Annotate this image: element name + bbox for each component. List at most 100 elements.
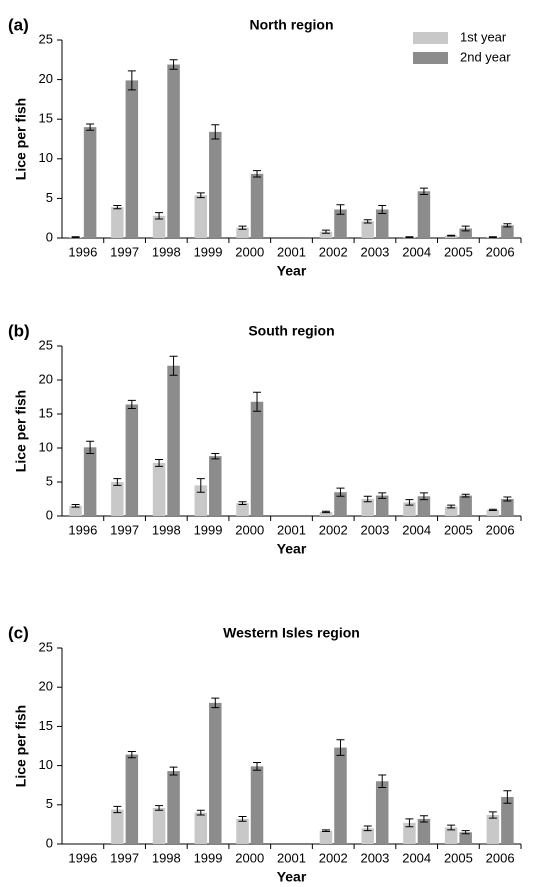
bar <box>319 231 333 238</box>
y-tick-label: 5 <box>46 796 53 811</box>
error-bar <box>169 355 178 376</box>
error-bar <box>336 487 345 497</box>
bar <box>375 209 389 238</box>
bar <box>236 503 249 516</box>
y-tick-label: 0 <box>46 507 53 522</box>
x-tick-label: 1999 <box>194 244 223 259</box>
bar <box>194 195 208 238</box>
error-bar <box>86 123 95 131</box>
y-axis-label: Lice per fish <box>13 390 29 472</box>
bar <box>319 830 333 844</box>
bar <box>444 506 458 516</box>
x-tick-label: 2003 <box>360 244 389 259</box>
error-bar <box>447 824 456 831</box>
error-bar <box>196 192 205 199</box>
x-tick-label: 2000 <box>235 522 264 537</box>
y-tick-label: 25 <box>39 639 53 654</box>
x-tick-label: 2004 <box>402 522 431 537</box>
x-tick-label: 1997 <box>110 244 139 259</box>
error-bar <box>127 70 136 91</box>
bar <box>83 447 97 516</box>
x-axis-label: Year <box>277 869 307 885</box>
error-bar <box>488 236 497 239</box>
x-tick-label: 2004 <box>402 244 431 259</box>
error-bar <box>503 496 512 502</box>
error-bar <box>155 805 164 811</box>
error-bar <box>196 809 205 816</box>
bar <box>501 499 514 516</box>
x-tick-label: 2006 <box>486 850 515 865</box>
bar <box>361 499 374 516</box>
error-bar <box>447 234 456 237</box>
y-tick-label: 5 <box>46 473 53 488</box>
bar <box>167 771 180 844</box>
error-bar <box>113 805 122 814</box>
x-tick-label: 2000 <box>235 244 264 259</box>
error-bar <box>211 697 220 709</box>
y-tick-label: 15 <box>39 111 53 126</box>
bar <box>125 754 139 844</box>
x-tick-label: 1996 <box>68 522 97 537</box>
y-tick-label: 10 <box>39 757 53 772</box>
x-tick-label: 2005 <box>444 522 473 537</box>
x-tick-label: 2002 <box>319 244 348 259</box>
bar <box>361 828 374 844</box>
error-bar <box>155 459 164 467</box>
error-bar <box>321 829 330 832</box>
x-tick-label: 2002 <box>319 850 348 865</box>
x-tick-label: 2001 <box>277 850 306 865</box>
bar <box>486 814 500 844</box>
chart-title: North region <box>250 17 334 33</box>
y-tick-label: 15 <box>39 718 53 733</box>
chart-title: Western Isles region <box>223 625 360 641</box>
y-tick-label: 15 <box>39 405 53 420</box>
y-tick-label: 10 <box>39 439 53 454</box>
error-bar <box>461 493 470 498</box>
x-tick-label: 1998 <box>152 522 181 537</box>
bar <box>417 496 431 516</box>
bar <box>111 809 124 844</box>
error-bar <box>253 391 262 412</box>
panel-label: (b) <box>8 321 30 340</box>
bar <box>444 827 458 844</box>
bar <box>83 127 97 238</box>
bar <box>375 495 389 516</box>
bar <box>167 365 180 516</box>
x-tick-label: 2004 <box>402 850 431 865</box>
x-tick-label: 2005 <box>444 244 473 259</box>
bar <box>209 131 222 238</box>
error-bar <box>155 212 164 220</box>
x-tick-label: 1998 <box>152 850 181 865</box>
legend-label: 1st year <box>460 29 507 44</box>
error-bar <box>363 219 372 224</box>
y-tick-label: 20 <box>39 679 53 694</box>
bar <box>250 766 264 844</box>
bar <box>111 207 124 238</box>
error-bar <box>503 223 512 228</box>
error-bar <box>447 504 456 509</box>
x-axis-label: Year <box>277 263 307 279</box>
error-bar <box>86 440 95 454</box>
bar <box>459 832 472 844</box>
bar <box>334 209 347 238</box>
error-bar <box>169 766 178 776</box>
bar <box>501 796 514 844</box>
bar <box>486 509 500 516</box>
error-bar <box>405 499 414 506</box>
x-tick-label: 1997 <box>110 850 139 865</box>
bar <box>403 502 416 516</box>
error-bar <box>71 503 80 508</box>
bar <box>111 482 124 516</box>
y-tick-label: 10 <box>39 150 53 165</box>
error-bar <box>211 452 220 460</box>
error-bar <box>321 510 330 514</box>
bar <box>334 492 347 516</box>
error-bar <box>461 225 470 232</box>
error-bar <box>363 825 372 832</box>
x-tick-label: 2003 <box>360 850 389 865</box>
error-bar <box>488 811 497 819</box>
bar <box>152 215 166 238</box>
x-tick-label: 2005 <box>444 850 473 865</box>
bar <box>334 747 347 844</box>
bar <box>152 462 166 516</box>
